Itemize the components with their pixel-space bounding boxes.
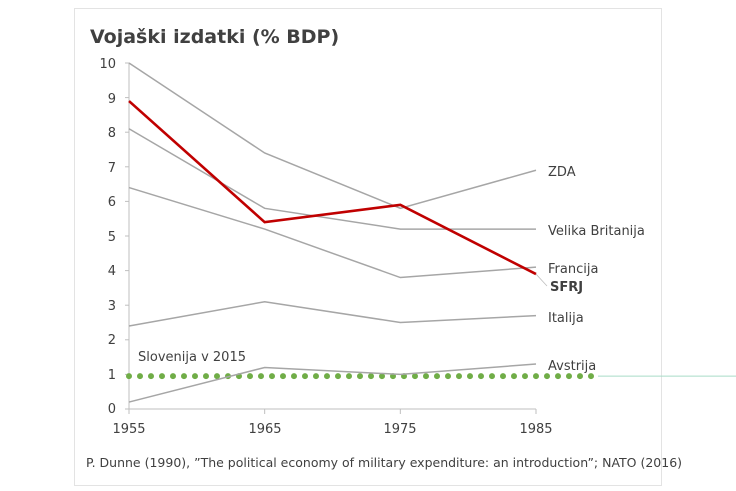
x-tick-label: 1975 [383, 422, 416, 437]
x-axis-ticks: 1955 1965 1975 1985 [112, 422, 552, 437]
series-label-zda: ZDA [548, 165, 576, 180]
y-tick-label: 3 [108, 299, 116, 314]
series-label-avstrija: Avstrija [548, 359, 596, 374]
series-line-sfrj [128, 100, 537, 276]
series-line-avstrija [128, 363, 537, 403]
y-tick-label: 1 [108, 368, 116, 383]
y-tick-label: 7 [108, 161, 116, 176]
series-line-francija [128, 186, 537, 279]
series-label-sfrj: SFRJ [550, 280, 583, 295]
reference-line-label: Slovenija v 2015 [138, 350, 246, 365]
y-tick-label: 9 [108, 92, 116, 107]
series-line-zda [128, 62, 537, 210]
x-tick-label: 1985 [519, 422, 552, 437]
series-label-velika-britanija: Velika Britanija [548, 224, 645, 239]
sfrj-leader-line [535, 273, 548, 287]
x-tick-label: 1965 [248, 422, 281, 437]
y-tick-label: 0 [108, 402, 116, 417]
y-tick-label: 5 [108, 230, 116, 245]
y-tick-label: 4 [108, 264, 116, 279]
series-group [128, 62, 548, 403]
series-label-francija: Francija [548, 262, 598, 277]
series-labels: ZDA Velika Britanija Francija Italija Av… [548, 165, 645, 374]
series-line-velika-britanija [128, 128, 536, 230]
series-label-italija: Italija [548, 311, 584, 326]
y-tick-label: 6 [108, 195, 116, 210]
y-axis-ticks: 0 1 2 3 4 5 6 7 8 9 10 [99, 57, 116, 417]
chart-frame [74, 8, 662, 486]
axes [125, 62, 537, 414]
y-tick-label: 2 [108, 333, 116, 348]
x-tick-label: 1955 [112, 422, 145, 437]
series-line-italija [128, 300, 537, 327]
source-note: P. Dunne (1990), ”The political economy … [86, 455, 682, 470]
y-tick-label: 10 [99, 57, 116, 72]
y-tick-label: 8 [108, 126, 116, 141]
chart-title: Vojaški izdatki (% BDP) [90, 26, 339, 48]
